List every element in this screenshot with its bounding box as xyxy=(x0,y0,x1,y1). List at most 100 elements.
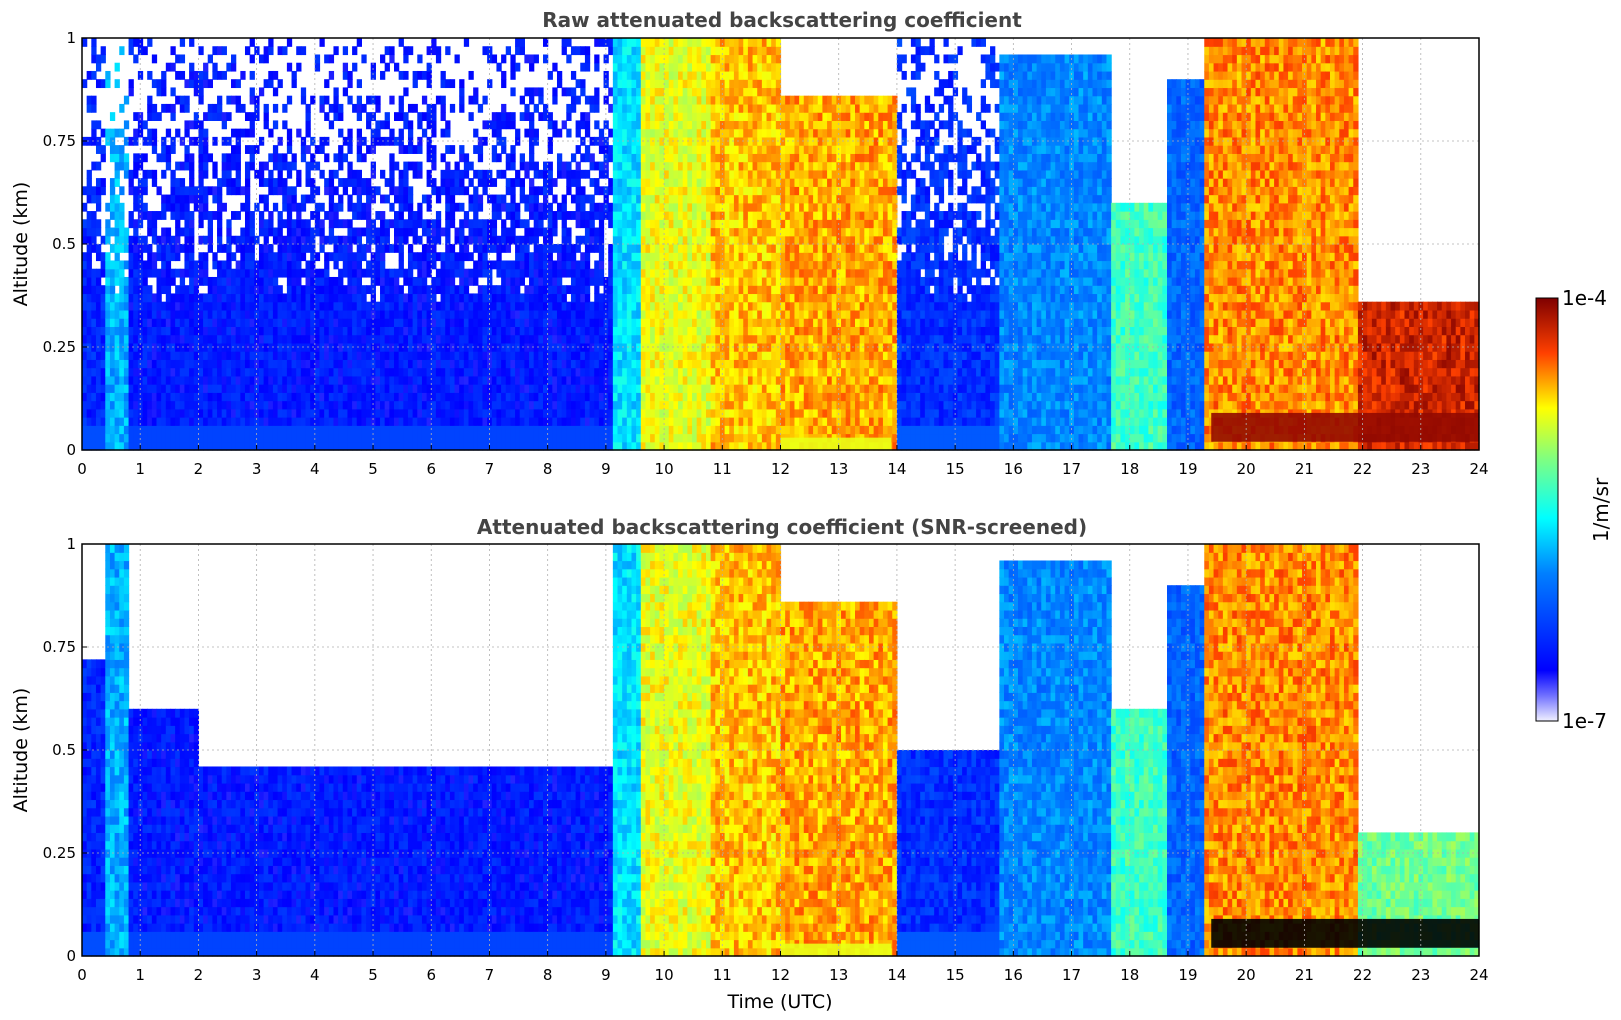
heatmap-cell xyxy=(189,252,194,261)
heatmap-cell xyxy=(184,392,189,401)
heatmap-cell xyxy=(124,368,129,377)
heatmap-cell xyxy=(184,384,189,393)
heatmap-cell xyxy=(203,425,208,434)
heatmap-cell xyxy=(184,434,189,443)
heatmap-cell xyxy=(105,129,110,138)
heatmap-cell xyxy=(212,104,217,113)
heatmap-cell xyxy=(133,54,138,63)
heatmap-cell xyxy=(101,186,106,195)
heatmap-cell xyxy=(87,244,92,253)
heatmap-cell xyxy=(87,104,92,113)
heatmap-cell xyxy=(208,112,213,121)
heatmap-cell xyxy=(115,351,120,360)
heatmap-cell xyxy=(147,368,152,377)
heatmap-cell xyxy=(157,326,162,335)
heatmap-cell xyxy=(115,293,120,302)
heatmap-cell xyxy=(198,326,203,335)
heatmap-cell xyxy=(147,211,152,220)
heatmap-cell xyxy=(198,434,203,443)
heatmap-cell xyxy=(124,236,129,245)
heatmap-cell xyxy=(166,368,171,377)
heatmap-cell xyxy=(105,285,110,294)
heatmap-cell xyxy=(170,211,175,220)
heatmap-cell xyxy=(170,376,175,385)
figure: Raw attenuated backscattering coefficien… xyxy=(0,0,1621,1020)
heatmap-cell xyxy=(212,401,217,410)
heatmap-cell xyxy=(166,145,171,154)
heatmap-cell xyxy=(161,153,166,162)
heatmap-cell xyxy=(184,162,189,171)
heatmap-cell xyxy=(152,401,157,410)
heatmap-cell xyxy=(170,87,175,96)
heatmap-cell xyxy=(105,260,110,269)
heatmap-cell xyxy=(110,302,115,311)
heatmap-cell xyxy=(189,244,194,253)
heatmap-cell xyxy=(152,219,157,228)
heatmap-cell xyxy=(133,409,138,418)
heatmap-cell xyxy=(147,318,152,327)
heatmap-cell xyxy=(101,384,106,393)
heatmap-cell xyxy=(143,170,148,179)
heatmap-cell xyxy=(152,359,157,368)
heatmap-cell xyxy=(170,112,175,121)
heatmap-cell xyxy=(198,96,203,105)
heatmap-cell xyxy=(170,178,175,187)
heatmap-cell xyxy=(110,310,115,319)
heatmap-cell xyxy=(175,285,180,294)
heatmap-cell xyxy=(110,211,115,220)
heatmap-cell xyxy=(129,310,134,319)
heatmap-cell xyxy=(143,244,148,253)
heatmap-cell xyxy=(152,425,157,434)
heatmap-cell xyxy=(124,153,129,162)
heatmap-cell xyxy=(110,376,115,385)
heatmap-cell xyxy=(147,285,152,294)
heatmap-cell xyxy=(133,318,138,327)
heatmap-cell xyxy=(133,38,138,47)
heatmap-cell xyxy=(170,302,175,311)
heatmap-cell xyxy=(161,417,166,426)
heatmap-cell xyxy=(157,293,162,302)
heatmap-cell xyxy=(119,228,124,237)
heatmap-cell xyxy=(110,318,115,327)
heatmap-cell xyxy=(161,376,166,385)
heatmap-cell xyxy=(87,277,92,286)
heatmap-cell xyxy=(203,71,208,80)
heatmap-cell xyxy=(119,425,124,434)
heatmap-cell xyxy=(157,186,162,195)
heatmap-cell xyxy=(119,145,124,154)
heatmap-cell xyxy=(119,293,124,302)
heatmap-cell xyxy=(161,211,166,220)
heatmap-cell xyxy=(87,409,92,418)
heatmap-cell xyxy=(152,260,157,269)
heatmap-cell xyxy=(180,293,185,302)
heatmap-cell xyxy=(157,87,162,96)
heatmap-cell xyxy=(110,351,115,360)
heatmap-cell xyxy=(87,293,92,302)
heatmap-cell xyxy=(87,96,92,105)
heatmap-cell xyxy=(198,87,203,96)
heatmap-cell xyxy=(170,252,175,261)
heatmap-cell xyxy=(129,46,134,55)
heatmap-cell xyxy=(203,186,208,195)
heatmap-cell xyxy=(124,376,129,385)
heatmap-cell xyxy=(189,302,194,311)
heatmap-cell xyxy=(147,425,152,434)
heatmap-cell xyxy=(115,376,120,385)
heatmap-cell xyxy=(175,186,180,195)
heatmap-cell xyxy=(87,260,92,269)
heatmap-cell xyxy=(115,63,120,72)
heatmap-cell xyxy=(161,71,166,80)
heatmap-cell xyxy=(119,153,124,162)
heatmap-cell xyxy=(217,326,222,335)
heatmap-cell xyxy=(129,252,134,261)
heatmap-cell xyxy=(184,153,189,162)
heatmap-cell xyxy=(217,392,222,401)
heatmap-cell xyxy=(82,260,87,269)
heatmap-cell xyxy=(96,285,101,294)
heatmap-cell xyxy=(96,425,101,434)
heatmap-cell xyxy=(217,401,222,410)
heatmap-cell xyxy=(133,162,138,171)
heatmap-cell xyxy=(143,392,148,401)
heatmap-cell xyxy=(152,351,157,360)
heatmap-cell xyxy=(166,293,171,302)
